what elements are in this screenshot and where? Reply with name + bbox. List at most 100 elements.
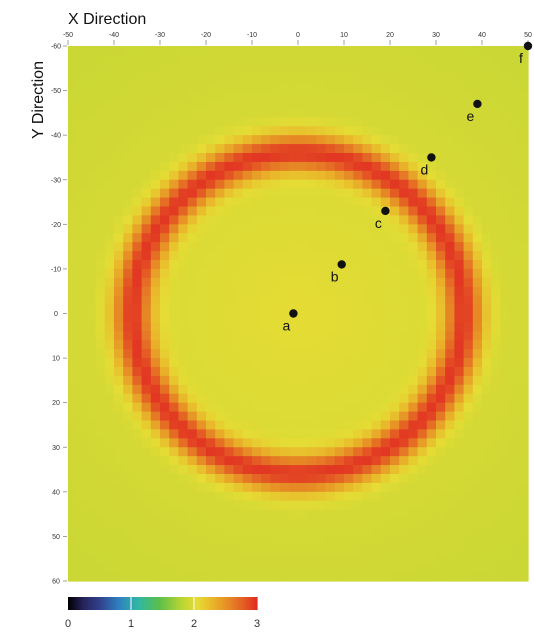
heatmap-cell [261,260,271,270]
heatmap-cell [215,144,225,154]
heatmap-cell [206,375,216,386]
heatmap-cell [454,545,465,555]
heatmap-cell [371,90,382,101]
heatmap-cell [445,527,455,538]
heatmap-cell [445,224,455,234]
y-tick-label: 10 [52,356,60,363]
heatmap-cell [334,420,345,431]
heatmap-cell [500,126,511,136]
heatmap-cell [399,304,409,315]
heatmap-cell [316,474,327,484]
heatmap-cell [104,367,115,377]
heatmap-cell [123,251,133,261]
heatmap-cell [104,438,115,448]
heatmap-cell [178,563,189,573]
heatmap-cell [104,268,115,279]
heatmap-cell [242,447,253,457]
heatmap-cell [270,108,281,118]
heatmap-cell [380,331,391,341]
heatmap-cell [408,367,419,377]
heatmap-cell [353,295,363,306]
heatmap-cell [123,81,133,92]
heatmap-cell [371,393,382,404]
heatmap-cell [196,509,207,520]
heatmap-cell [325,393,336,404]
heatmap-cell [114,465,124,475]
colorbar-segment [132,597,136,610]
heatmap-cell [463,456,474,466]
heatmap-cell [215,331,225,341]
heatmap-cell [334,500,345,511]
heatmap-cell [380,197,391,208]
heatmap-cell [417,251,428,261]
heatmap-cell [242,491,253,502]
heatmap-cell [123,63,133,74]
heatmap-cell [316,402,327,413]
heatmap-cell [160,438,170,448]
heatmap-cell [242,375,253,386]
heatmap-cell [288,81,299,92]
heatmap-cell [436,322,446,332]
heatmap-cell [261,224,271,234]
heatmap-cell [104,81,115,92]
heatmap-cell [68,197,78,208]
heatmap-cell [417,215,428,225]
heatmap-cell [160,197,170,208]
heatmap-cell [371,117,382,127]
heatmap-cell [353,304,363,315]
heatmap-cell [270,563,281,573]
heatmap-cell [518,438,529,448]
heatmap-cell [178,72,189,83]
heatmap-cell [436,527,446,538]
heatmap-cell [509,188,520,199]
heatmap-cell [307,572,317,582]
heatmap-cell [114,153,124,163]
heatmap-cell [224,179,235,190]
heatmap-cell [86,215,97,225]
heatmap-cell [436,456,446,466]
heatmap-cell [316,99,327,110]
heatmap-cell [252,72,262,83]
heatmap-cell [215,438,225,448]
heatmap-cell [399,206,409,217]
heatmap-cell [178,572,189,582]
heatmap-cell [270,170,281,181]
heatmap-cell [178,268,189,279]
heatmap-cell [344,340,354,350]
heatmap-cell [114,554,124,564]
heatmap-cell [95,491,106,502]
heatmap-cell [132,126,143,136]
heatmap-cell [491,268,501,279]
heatmap-cell [426,447,437,457]
heatmap-cell [500,197,511,208]
heatmap-cell [206,465,216,475]
heatmap-cell [169,197,179,208]
heatmap-cell [307,260,317,270]
heatmap-cell [132,411,143,422]
heatmap-cell [325,375,336,386]
heatmap-cell [288,438,299,448]
heatmap-cell [380,277,391,288]
heatmap-cell [233,99,244,110]
heatmap-cell [261,54,271,65]
heatmap-cell [233,153,244,163]
heatmap-cell [307,340,317,350]
heatmap-cell [68,340,78,350]
heatmap-cell [242,144,253,154]
heatmap-cell [150,277,161,288]
heatmap-cell [178,509,189,520]
heatmap-cell [353,554,363,564]
heatmap-cell [123,384,133,395]
heatmap-cell [316,456,327,466]
heatmap-cell [68,465,78,475]
colorbar-segment [123,597,126,610]
heatmap-cell [509,509,520,520]
heatmap-cell [178,438,189,448]
heatmap-cell [77,144,87,154]
heatmap-cell [196,90,207,101]
heatmap-cell [77,545,87,555]
heatmap-cell [436,465,446,475]
heatmap-cell [426,277,437,288]
heatmap-cell [307,63,317,74]
